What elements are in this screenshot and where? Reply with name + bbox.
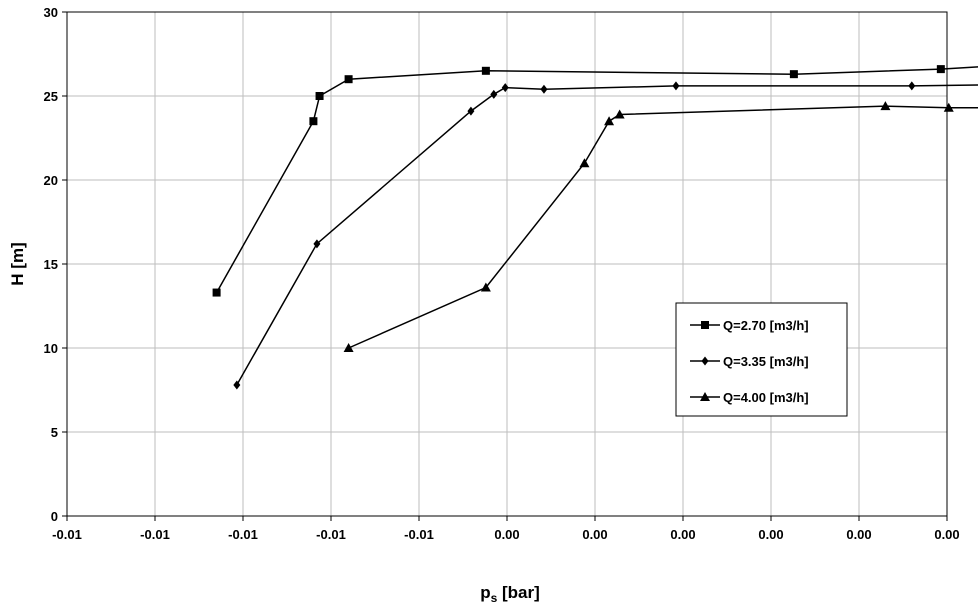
y-tick-label: 10: [44, 341, 58, 356]
y-tick-label: 30: [44, 5, 58, 20]
data-point: [880, 101, 891, 111]
legend-label: Q=3.35 [m3/h]: [723, 354, 809, 369]
data-point: [315, 92, 324, 100]
x-tick-label: -0.01: [316, 527, 346, 542]
x-axis-title-subscript: s: [491, 591, 498, 605]
x-axis-title-main: p: [480, 583, 490, 602]
legend-marker: [700, 392, 710, 401]
x-tick-label: 0.00: [846, 527, 871, 542]
data-point: [343, 343, 354, 352]
series-3: [343, 101, 978, 352]
x-tick-label: -0.01: [140, 527, 170, 542]
x-tick-label: -0.01: [228, 527, 258, 542]
y-tick-label: 0: [51, 509, 58, 524]
x-axis-title: ps [bar]: [480, 583, 540, 605]
data-point: [490, 89, 498, 99]
data-point: [908, 81, 916, 91]
y-axis-ticks: 0 5 10 15 20 25 30: [44, 5, 67, 524]
series-line-3: [348, 105, 978, 349]
series-line-2: [236, 84, 978, 386]
data-point: [467, 106, 475, 116]
x-tick-label: 0.00: [670, 527, 695, 542]
x-tick-label: -0.01: [52, 527, 82, 542]
series-1: [212, 65, 978, 297]
x-tick-label: 0.00: [494, 527, 519, 542]
legend-item-3: Q=4.00 [m3/h]: [690, 390, 809, 405]
data-point: [579, 158, 590, 168]
legend-items: Q=2.70 [m3/h] Q=3.35 [m3/h] Q=4.00 [m3/h]: [690, 318, 809, 405]
x-tick-label: 0.00: [934, 527, 959, 542]
data-point: [481, 66, 490, 75]
data-point: [212, 288, 221, 297]
y-tick-label: 25: [44, 89, 58, 104]
data-point: [313, 239, 321, 249]
x-tick-label: -0.01: [404, 527, 434, 542]
data-point: [614, 109, 625, 119]
data-point: [943, 102, 954, 112]
x-tick-label: 0.00: [582, 527, 607, 542]
data-point: [540, 84, 548, 94]
data-point: [936, 65, 945, 74]
x-tick-label: 0.00: [758, 527, 783, 542]
data-point: [604, 116, 615, 126]
legend-marker: [701, 356, 709, 366]
y-axis-title: H [m]: [8, 242, 27, 285]
data-point: [789, 70, 798, 79]
grid-lines: [67, 12, 947, 516]
series-group: [212, 65, 978, 390]
y-tick-label: 5: [51, 425, 58, 440]
legend-label: Q=2.70 [m3/h]: [723, 318, 809, 333]
data-point: [501, 83, 509, 93]
data-point: [309, 117, 318, 126]
legend-item-2: Q=3.35 [m3/h]: [690, 354, 809, 369]
series-2: [233, 81, 978, 390]
data-point: [672, 81, 680, 91]
x-axis-ticks: -0.01 -0.01 -0.01 -0.01 -0.01 0.00 0.00 0.00 0.0…: [52, 516, 960, 542]
data-point: [233, 380, 241, 390]
legend-label: Q=4.00 [m3/h]: [723, 390, 809, 405]
x-axis-title-unit: [bar]: [497, 583, 540, 602]
y-tick-label: 15: [44, 257, 58, 272]
legend: Q=2.70 [m3/h] Q=3.35 [m3/h] Q=4.00 [m3/h]: [675, 302, 848, 417]
legend-marker: [701, 321, 709, 329]
series-line-1: [215, 66, 978, 293]
legend-item-1: Q=2.70 [m3/h]: [690, 318, 809, 333]
y-tick-label: 20: [44, 173, 58, 188]
data-point: [344, 75, 353, 84]
data-point: [480, 282, 491, 292]
